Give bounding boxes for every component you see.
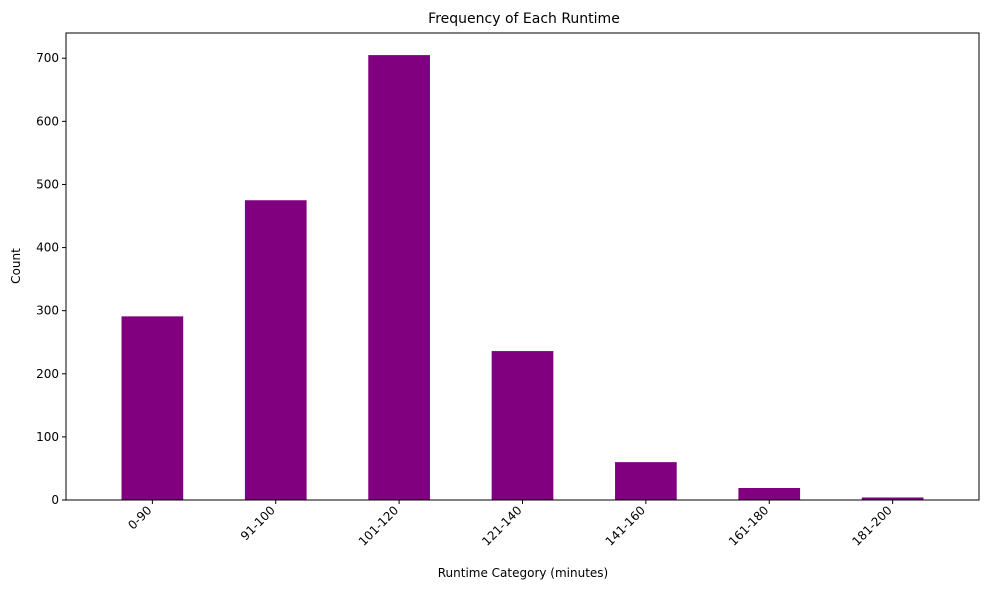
y-tick-label: 100 [36,430,59,444]
y-tick-label: 300 [36,304,59,318]
bar-161-180 [738,488,801,500]
y-tick-label: 500 [36,177,59,191]
x-tick-label: 0-90 [125,503,154,532]
x-axis: 0-90 91-100 101-120 121-140 141-160 161-180 18… [125,500,895,549]
bar-121-140 [491,351,554,500]
x-tick-label: 101-120 [356,503,401,548]
x-tick-label: 141-160 [603,503,648,548]
bar-91-100 [244,200,307,501]
y-tick-label: 600 [36,114,59,128]
bar-0-90 [121,316,184,500]
y-tick-label: 0 [51,493,59,507]
bar-141-160 [615,462,677,500]
chart-title: Frequency of Each Runtime [428,11,620,27]
bars-group [121,55,924,501]
x-tick-label: 121-140 [479,503,524,548]
plot-frame [65,32,980,501]
x-tick-label: 161-180 [726,503,771,548]
bar-101-120 [368,55,430,501]
y-axis-label: Count [9,248,23,284]
x-tick-label: 181-200 [849,503,894,548]
bar-181-200 [861,497,924,500]
x-axis-label: Runtime Category (minutes) [438,566,609,580]
x-tick-label: 91-100 [238,503,278,543]
y-tick-label: 200 [36,367,59,381]
y-tick-label: 700 [36,51,59,65]
y-tick-label: 400 [36,241,59,255]
y-axis: 0 100 200 300 400 500 600 700 [36,51,66,507]
